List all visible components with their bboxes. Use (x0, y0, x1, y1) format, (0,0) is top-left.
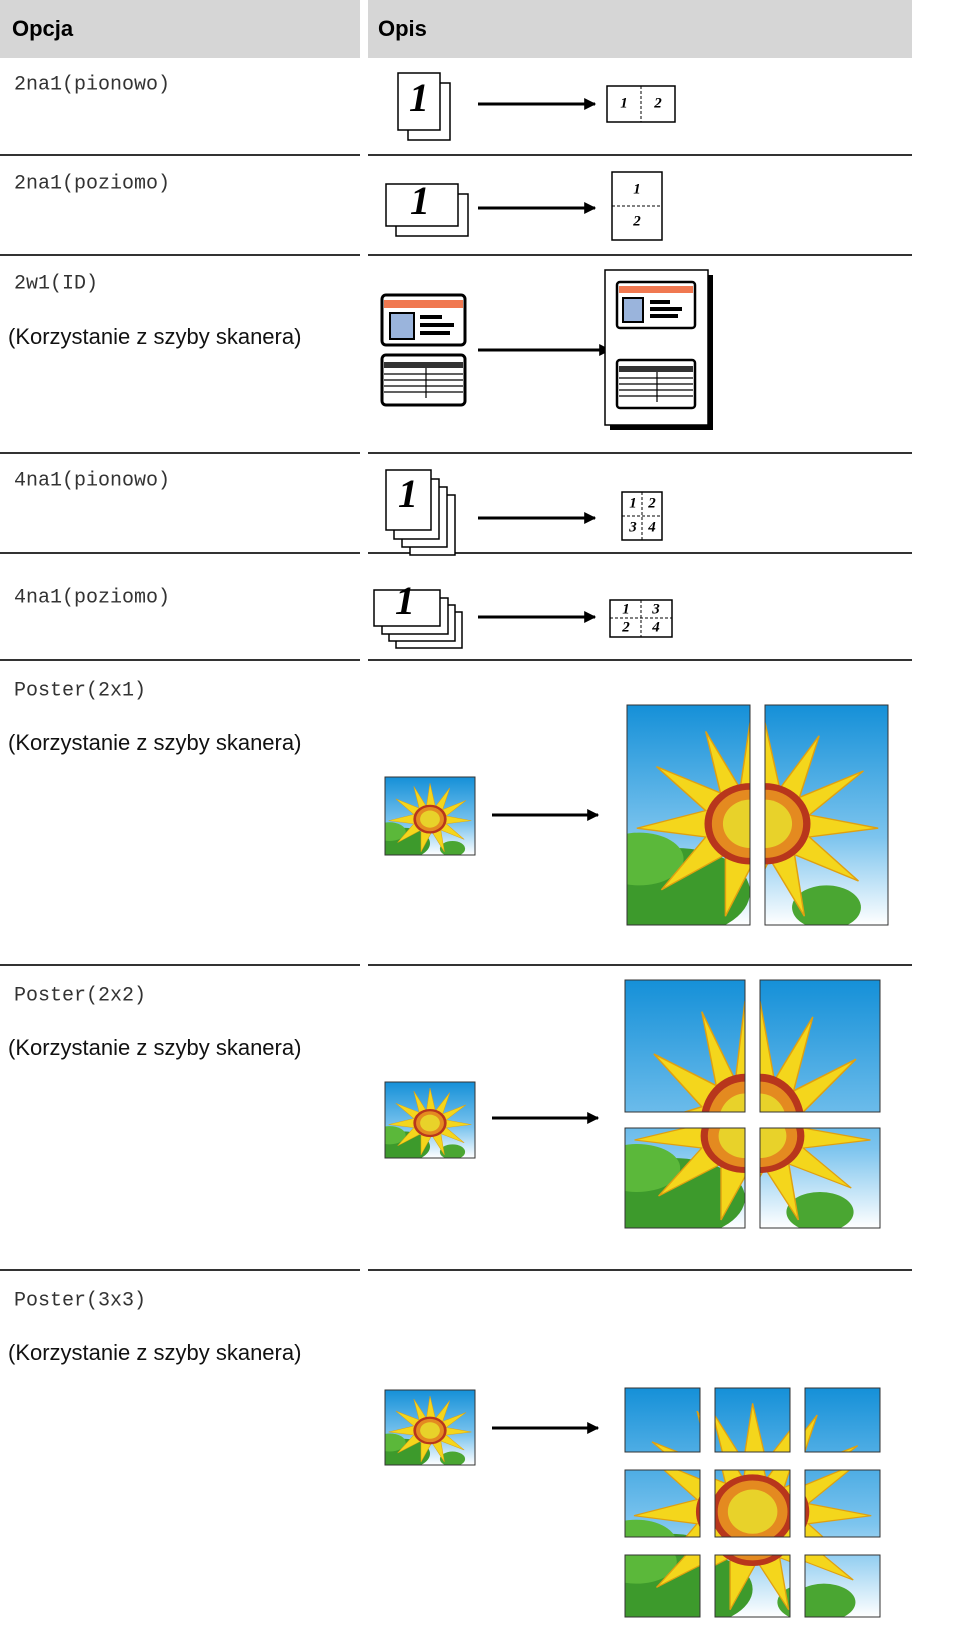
illustration: 1 1 2 (397, 72, 676, 141)
illustration (380, 269, 713, 430)
option: Poster(3x3) (14, 1289, 146, 1312)
option: 2w1(ID) (14, 272, 98, 295)
header-cell (0, 0, 360, 58)
note: (Korzystanie z szyby skanera) (8, 324, 301, 349)
figure-text: 4 (647, 519, 656, 535)
note: (Korzystanie z szyby skanera) (8, 1035, 301, 1060)
illustration: 1 1 2 3 4 (385, 469, 663, 556)
header-cell (368, 0, 912, 58)
figure-text: 2 (647, 495, 656, 511)
illustration: 1 1 3 2 4 (373, 578, 673, 649)
option: Poster(2x1) (14, 679, 146, 702)
row-separators (0, 154, 912, 1271)
note: (Korzystanie z szyby skanera) (8, 1340, 301, 1365)
figure-text: 1 (629, 495, 637, 511)
header-text: Opcja (12, 16, 74, 41)
illustration: 1 1 2 (385, 171, 663, 241)
option: 4na1(poziomo) (14, 586, 170, 609)
option: 2na1(poziomo) (14, 172, 170, 195)
figure-text: 3 (651, 601, 660, 617)
illustration (384, 979, 881, 1229)
figure-text: 1 (620, 95, 628, 111)
header-text: Opis (378, 16, 427, 41)
option: 4na1(pionowo) (14, 469, 170, 492)
figure-text: 1 (622, 601, 630, 617)
figure-text: 1 (410, 178, 430, 223)
illustration (384, 1387, 881, 1618)
figure-text: 2 (621, 619, 630, 635)
figure-text: 1 (395, 578, 415, 623)
figure-text: 3 (628, 519, 637, 535)
figure-text: 1 (398, 471, 418, 516)
option: Poster(2x2) (14, 984, 146, 1007)
figure-text: 1 (409, 75, 429, 120)
figure-text: 1 (633, 181, 641, 197)
figure-text: 2 (653, 95, 662, 111)
note: (Korzystanie z szyby skanera) (8, 730, 301, 755)
figure-text: 4 (651, 619, 660, 635)
figure-text: 2 (632, 213, 641, 229)
illustration (384, 704, 889, 926)
option: 2na1(pionowo) (14, 73, 170, 96)
